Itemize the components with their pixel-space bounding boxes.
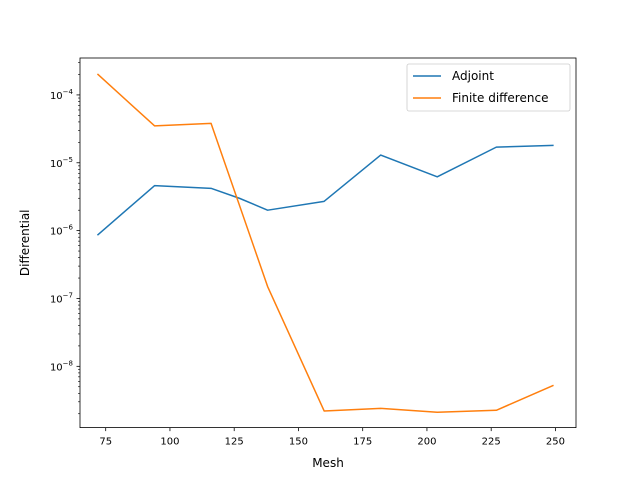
x-axis: 75 100 125 150 175 200 225 250 xyxy=(99,427,565,448)
series-line-1 xyxy=(96,144,554,236)
x-tick-label: 75 xyxy=(99,437,112,448)
y-tick-label: 10−8 xyxy=(50,359,73,373)
y-tick-label: 10−6 xyxy=(50,224,74,238)
x-tick-label: 150 xyxy=(289,437,308,448)
y-tick-label: 10−5 xyxy=(50,156,73,170)
x-tick-label: 250 xyxy=(546,437,565,448)
plot-frame xyxy=(79,57,577,429)
y-axis-label: Differential xyxy=(18,209,32,276)
y-axis: 10−8 10−7 10−6 10−5 10−4 xyxy=(50,62,80,415)
x-tick-label: 125 xyxy=(225,437,244,448)
series-layer xyxy=(96,73,554,414)
x-tick-label: 225 xyxy=(482,437,501,448)
y-tick-label: 10−7 xyxy=(50,291,73,305)
legend-box xyxy=(406,63,571,112)
x-axis-label: Mesh xyxy=(312,456,344,470)
legend-label: Finite difference xyxy=(452,91,548,105)
x-tick-label: 175 xyxy=(353,437,372,448)
y-tick-label: 10−4 xyxy=(50,88,74,102)
legend-label: Adjoint xyxy=(452,69,494,83)
x-tick-label: 200 xyxy=(417,437,436,448)
x-tick-label: 100 xyxy=(160,437,179,448)
legend: Adjoint Finite difference xyxy=(406,63,571,112)
series-line-2 xyxy=(96,73,554,414)
